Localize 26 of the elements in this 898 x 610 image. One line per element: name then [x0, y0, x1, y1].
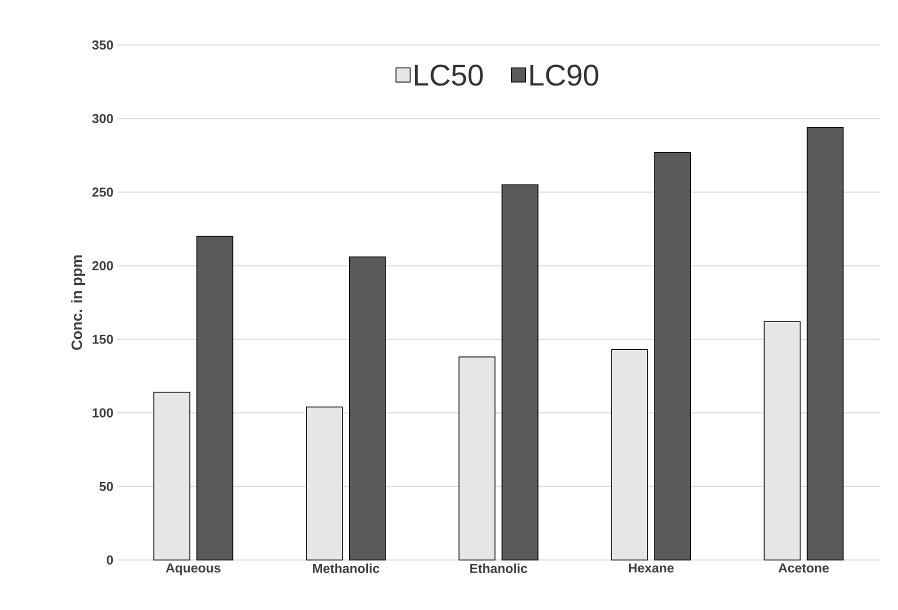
- y-tick-label: 100: [92, 408, 113, 418]
- bar: [306, 406, 343, 560]
- bar: [764, 321, 801, 560]
- y-tick-label: 150: [92, 334, 113, 344]
- bar: [153, 392, 190, 560]
- x-tick-label: Hexane: [628, 564, 674, 573]
- legend-label: LC90: [530, 64, 598, 86]
- legend-label: LC50: [415, 64, 483, 86]
- bar: [611, 349, 648, 560]
- x-tick-label: Acetone: [778, 564, 829, 573]
- bar: [806, 126, 844, 560]
- y-axis-title: Conc. in ppm: [71, 255, 86, 350]
- y-tick-label: 50: [99, 482, 113, 492]
- bar: [654, 152, 691, 560]
- x-tick-label: Methanolic: [312, 564, 380, 574]
- bar: [458, 356, 496, 560]
- y-tick-label: 0: [106, 555, 113, 565]
- bar: [502, 184, 538, 560]
- bar: [196, 236, 234, 560]
- y-tick-label: 300: [92, 114, 113, 124]
- y-tick-label: 250: [92, 188, 113, 197]
- bar: [349, 256, 386, 560]
- y-tick-label: 200: [92, 261, 113, 270]
- y-tick-label: 350: [92, 40, 113, 50]
- x-tick-label: Aqueous: [166, 564, 220, 576]
- x-tick-label: Ethanolic: [470, 564, 528, 574]
